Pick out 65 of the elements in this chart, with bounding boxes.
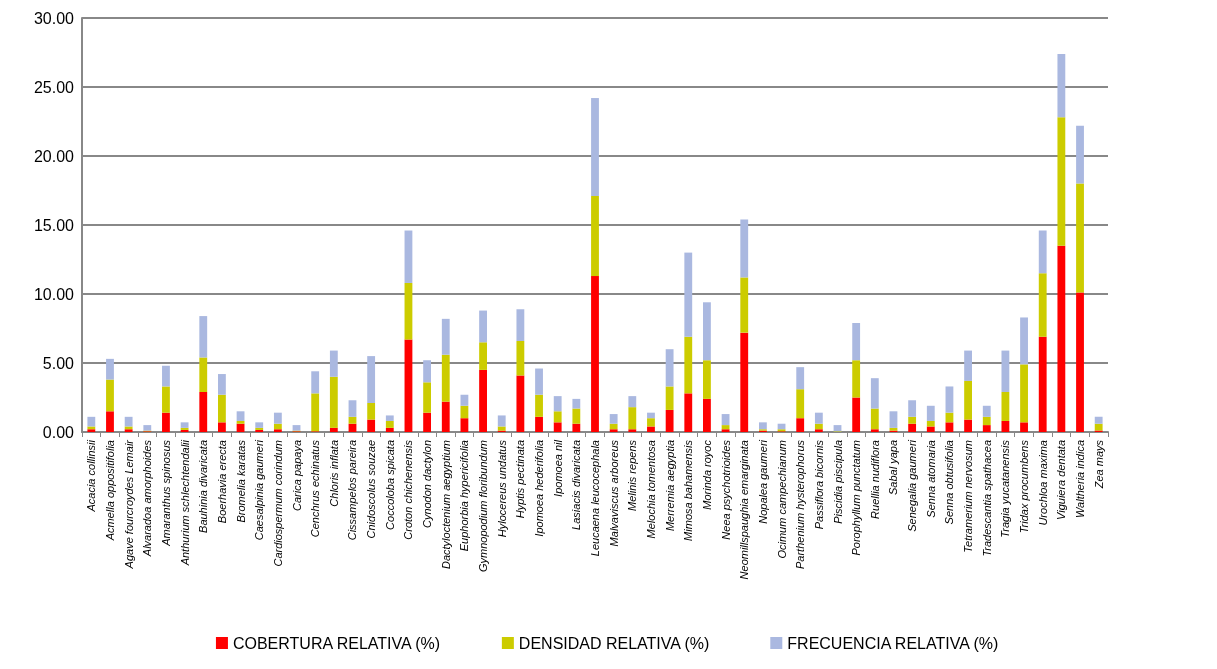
x-tick-label: Boerhavia erecta — [215, 440, 228, 524]
y-tick-label: 25.00 — [33, 78, 75, 96]
x-tick-label: Bromelia karatas — [234, 439, 247, 523]
x-tick-label: Senna atomaria — [924, 440, 937, 518]
x-tick-label: Alvaradoa amorphoides — [141, 439, 154, 558]
x-tick-label: Waltheria indica — [1074, 440, 1087, 519]
x-tick-label: Nopalea gaumeri — [756, 439, 769, 524]
x-tick-label: Leucaena leucocephala — [589, 440, 601, 557]
x-tick-label: Gymnopodium floribundum — [477, 440, 490, 573]
x-tick-label: Merremia aegyptia — [663, 440, 676, 532]
x-tick-label: Ocimum campechianum — [775, 440, 788, 559]
y-tick-label: 10.00 — [33, 285, 75, 303]
x-tick-label: Tridax procumbens — [1018, 439, 1031, 534]
y-tick-label: 20.00 — [33, 147, 75, 165]
legend-label: COBERTURA RELATIVA (%) — [232, 634, 441, 652]
x-tick-label: Cardiospermum corindum — [271, 440, 284, 567]
y-tick-label: 30.00 — [33, 9, 75, 27]
x-tick-label: Zea mays — [1092, 439, 1105, 490]
x-tick-label: Cenchrus echinatus — [309, 439, 322, 538]
x-tick-label: Croton chichenensis — [402, 439, 415, 540]
x-tick-label: Agave fourcroydes Lemair — [122, 438, 135, 570]
x-tick-label: Acmella oppositifolia — [103, 440, 116, 542]
x-tick-label: Cynodon dactylon — [421, 440, 434, 529]
x-tick-label: Carica papaya — [290, 440, 303, 511]
x-tick-label: Piscidia piscipula — [831, 440, 844, 524]
x-tick-label: Dactyloctenium aegyptium — [439, 440, 452, 570]
y-tick-label: 0.00 — [42, 423, 75, 441]
x-tick-label: Hylocereus undatus — [495, 439, 508, 538]
x-tick-label: Ruellia nudiflora — [868, 440, 881, 519]
x-tick-label: Cnidoscolus souzae — [365, 440, 378, 539]
x-tick-label: Malvaviscus arboreus — [607, 439, 620, 547]
x-tick-label: Ipomoea nil — [551, 439, 564, 497]
x-tick-label: Acacia collinsii — [85, 439, 98, 513]
x-tick-label: Parthenium hysterophorus — [794, 439, 807, 570]
x-tick-label: Viguiera dentata — [1055, 440, 1068, 520]
x-tick-label: Euphorbia hypericifolia — [458, 440, 471, 552]
x-tick-label: Bauhinia divaricata — [197, 440, 210, 533]
x-tick-label: Tetramerium nervosum — [962, 440, 975, 553]
x-tick-label: Senegalia gaumeri — [906, 439, 919, 532]
x-tick-label: Melinis repens — [626, 439, 639, 511]
x-tick-label: Caesalpinia gaumeri — [253, 439, 266, 541]
legend-label: FRECUENCIA RELATIVA (%) — [787, 634, 999, 652]
x-tick-label: Porophyllum punctatum — [850, 440, 863, 556]
x-tick-label: Chloris inflata — [327, 440, 340, 507]
x-tick-label: Lasiacis divaricata — [570, 440, 583, 530]
x-tick-label: Coccoloba spicata — [383, 440, 396, 530]
x-tick-label: Mimosa bahamensis — [682, 439, 695, 541]
x-tick-label: Neomillspaughia emarginata — [738, 440, 751, 580]
x-tick-label: Amaranthus spinosus — [159, 439, 172, 547]
x-tick-label: Tragia yucatanensis — [999, 439, 1012, 538]
x-tick-label: Anthurium schlechtendalii — [178, 439, 191, 567]
x-tick-label: Passiflora bicornis — [812, 439, 825, 530]
y-tick-label: 5.00 — [42, 354, 75, 372]
x-tick-label: Senna obtusifolia — [943, 440, 956, 525]
legend-label: DENSIDAD RELATIVA (%) — [518, 634, 710, 652]
x-tick-label: Hyptis pectinata — [514, 440, 527, 519]
x-tick-label: Tradescantia spathacea — [980, 440, 993, 557]
x-tick-label: Sabal yapa — [887, 440, 900, 496]
x-tick-label: Neea psychotrioides — [719, 439, 732, 540]
x-tick-label: Urochloa maxima — [1036, 440, 1049, 526]
x-tick-label: Melochia tomentosa — [644, 440, 657, 539]
y-tick-label: 15.00 — [33, 216, 75, 234]
x-tick-label: Morinda royoc — [700, 439, 713, 510]
x-tick-label: Ipomoea hederifolia — [533, 440, 546, 537]
x-tick-label: Cissampelos pareira — [346, 440, 359, 541]
